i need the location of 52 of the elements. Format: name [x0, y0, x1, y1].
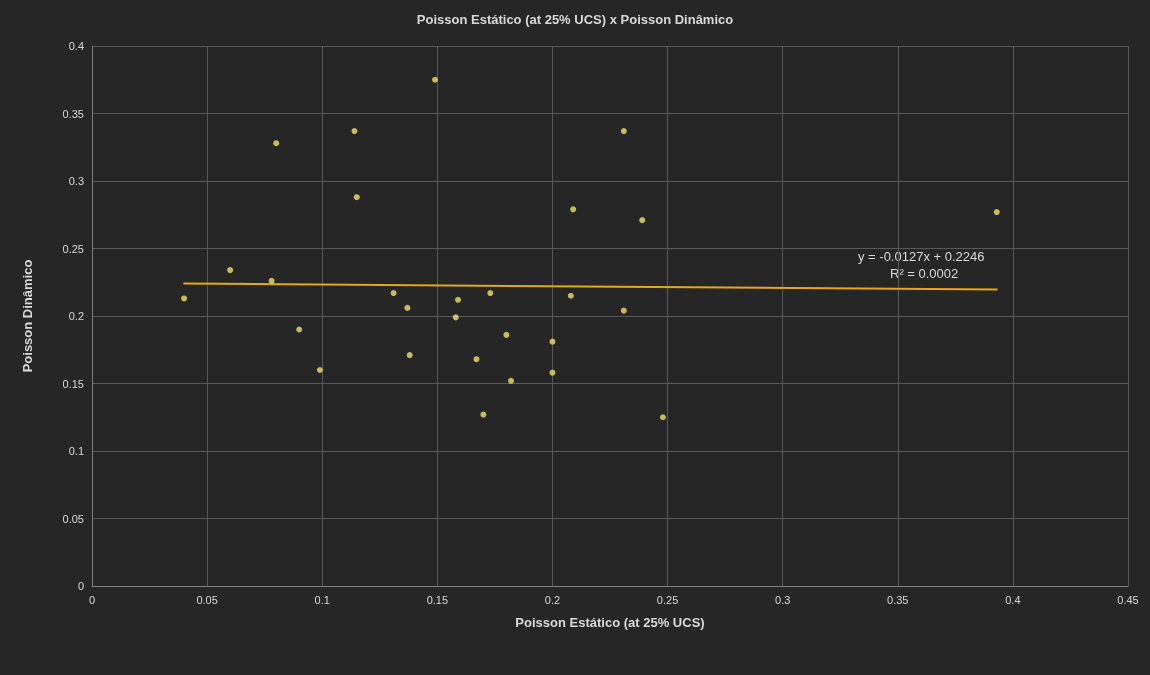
point [406, 352, 413, 359]
point [316, 367, 323, 373]
x-tick-label: 0.1 [314, 593, 330, 606]
point [639, 217, 646, 224]
point [452, 314, 459, 321]
y-tick-label: 0 [77, 580, 84, 592]
point [268, 277, 275, 284]
y-tick-label: 0.25 [62, 242, 84, 255]
x-tick-label: 0.25 [656, 593, 679, 606]
point [993, 209, 1000, 216]
y-axis-title: Poisson Dinâmico [20, 259, 35, 373]
x-tick-label: 0.45 [1117, 593, 1139, 606]
point [181, 295, 188, 302]
x-tick-label: 0.15 [426, 593, 449, 606]
point [549, 369, 556, 376]
x-tick-label: 0.4 [1005, 593, 1021, 606]
point [351, 128, 358, 135]
y-tick-label: 0.4 [68, 40, 84, 52]
point [567, 292, 574, 299]
point [473, 356, 480, 363]
point [487, 290, 494, 297]
point [353, 194, 360, 201]
point [659, 414, 666, 421]
chart-title: Poisson Estático (at 25% UCS) x Poisson Dinâmico [416, 12, 734, 27]
x-tick-label: 0.05 [196, 593, 218, 606]
x-axis-title: Poisson Estático (at 25% UCS) [515, 615, 705, 630]
y-tick-label: 0.3 [68, 175, 84, 187]
x-tick-label: 0.2 [544, 593, 561, 606]
x-tick-label: 0 [88, 593, 96, 606]
point [508, 377, 514, 384]
point [390, 290, 397, 297]
y-tick-label: 0.15 [62, 377, 84, 390]
point [480, 411, 487, 418]
point [455, 296, 462, 303]
point [620, 128, 627, 135]
x-tick-label: 0.3 [775, 593, 791, 606]
y-tick-label: 0.05 [62, 512, 84, 525]
point [620, 307, 627, 314]
annotation: y = -0.0127x + 0.2246 [858, 249, 985, 264]
y-tick-label: 0.1 [68, 445, 84, 457]
point [570, 206, 577, 213]
point [227, 267, 234, 274]
y-tick-label: 0.35 [62, 107, 84, 120]
annotation: R² = 0.0002 [890, 266, 959, 281]
y-tick-label: 0.2 [68, 310, 84, 322]
point [273, 140, 280, 147]
point [549, 338, 556, 345]
point [432, 76, 439, 83]
x-tick-label: 0.35 [887, 593, 909, 606]
point [296, 326, 303, 333]
point [503, 331, 510, 338]
point [404, 304, 411, 311]
